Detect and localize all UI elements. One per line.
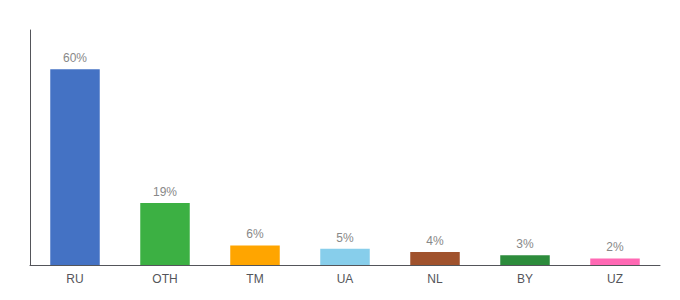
svg-text:NL: NL bbox=[427, 272, 443, 286]
svg-text:UA: UA bbox=[337, 272, 354, 286]
svg-text:OTH: OTH bbox=[152, 272, 177, 286]
svg-text:TM: TM bbox=[246, 272, 263, 286]
svg-text:UZ: UZ bbox=[607, 272, 623, 286]
svg-text:RU: RU bbox=[66, 272, 83, 286]
svg-text:5%: 5% bbox=[336, 231, 354, 245]
svg-text:6%: 6% bbox=[246, 227, 264, 241]
svg-text:19%: 19% bbox=[153, 185, 177, 199]
svg-text:2%: 2% bbox=[606, 240, 624, 254]
svg-text:BY: BY bbox=[517, 272, 533, 286]
svg-text:60%: 60% bbox=[63, 51, 87, 65]
svg-text:3%: 3% bbox=[516, 237, 534, 251]
svg-text:4%: 4% bbox=[426, 234, 444, 248]
